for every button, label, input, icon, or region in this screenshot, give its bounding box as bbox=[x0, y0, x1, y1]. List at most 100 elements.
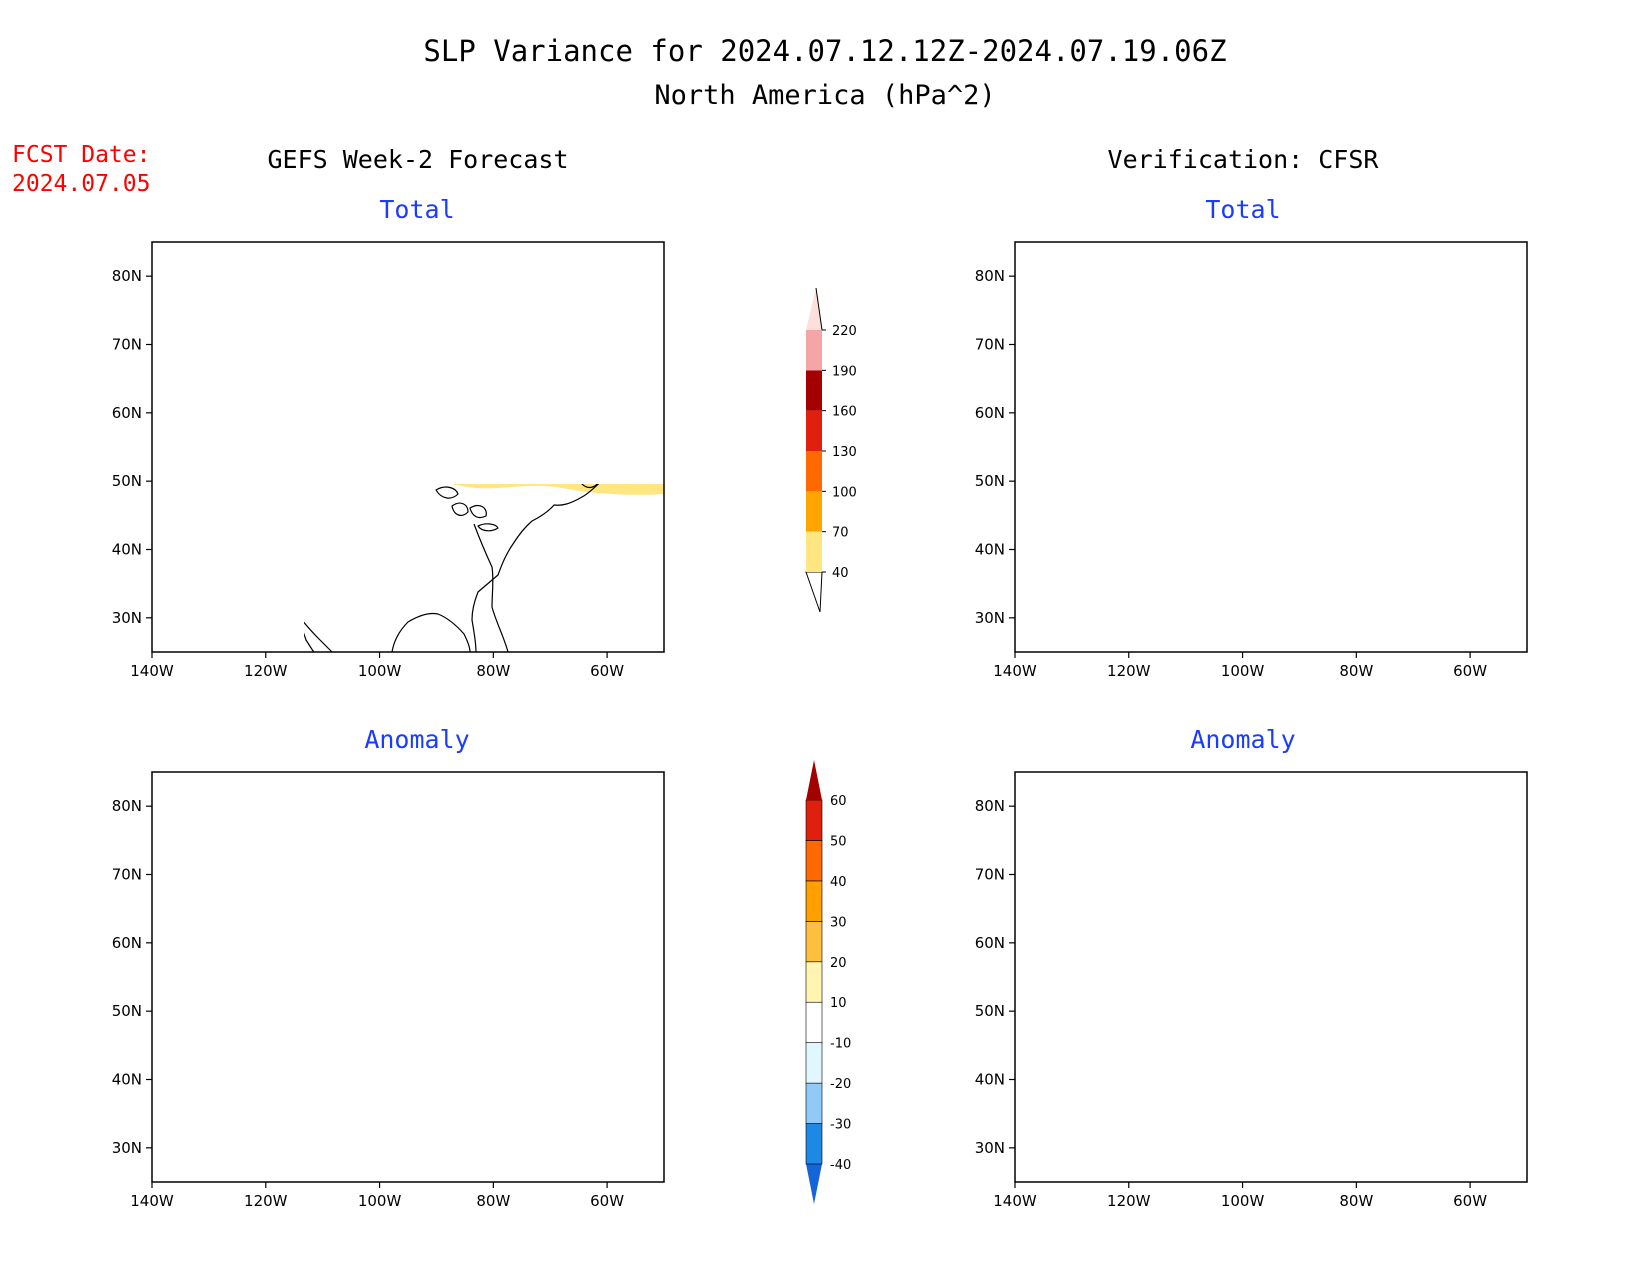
colorbar-anomaly-label: -40 bbox=[830, 1158, 851, 1173]
lon-tick-label: 120W bbox=[244, 1192, 288, 1210]
shade-verif-total-d bbox=[1235, 299, 1325, 313]
colorbar-anomaly-box bbox=[805, 1123, 823, 1165]
colorbar-anomaly: -40 -30 -20 -10 10 20 30 40 50 60 bbox=[805, 760, 851, 1204]
colorbar-total-label: 100 bbox=[832, 485, 857, 500]
colorbar-anomaly-label: -30 bbox=[830, 1118, 851, 1133]
lon-tick-label: 140W bbox=[130, 662, 174, 680]
colorbar-anomaly-label: 20 bbox=[830, 956, 847, 971]
colorbar-anomaly-label: -10 bbox=[830, 1037, 851, 1052]
left-column-heading: GEFS Week-2 Forecast bbox=[267, 145, 568, 174]
colorbar-total-label: 190 bbox=[832, 364, 857, 379]
lat-tick-label: 30N bbox=[975, 1139, 1005, 1157]
colorbar-anomaly-box bbox=[805, 1042, 823, 1084]
colorbar-total-label: 70 bbox=[832, 526, 849, 541]
lon-tick-label: 120W bbox=[244, 662, 288, 680]
shade-fcst-anom-neg bbox=[376, 1058, 384, 1065]
shade-verif-total-c bbox=[1467, 395, 1489, 400]
colorbar-total-box bbox=[806, 451, 822, 492]
lon-tick-label: 80W bbox=[476, 1192, 510, 1210]
lat-tick-label: 70N bbox=[975, 866, 1005, 884]
map-panel-verif-anomaly bbox=[1014, 771, 1528, 1183]
lat-tick-label: 50N bbox=[112, 472, 142, 490]
shade-verif-anom-pos-c bbox=[1051, 859, 1170, 907]
lat-tick-label: 40N bbox=[975, 541, 1005, 559]
panel-subtitle-verif-anomaly: Anomaly bbox=[1190, 725, 1295, 754]
colorbar-anomaly-upper-extension bbox=[806, 760, 822, 800]
lat-tick-label: 50N bbox=[112, 1002, 142, 1020]
colorbar-anomaly-box bbox=[805, 961, 823, 1003]
fcst-date-value: 2024.07.05 bbox=[12, 171, 150, 197]
colorbar-anomaly-label: -20 bbox=[830, 1077, 851, 1092]
lat-tick-label: 30N bbox=[112, 1139, 142, 1157]
lat-tick-label: 80N bbox=[975, 797, 1005, 815]
shade-verif-anom-neg-20-c bbox=[1381, 959, 1502, 1027]
colorbar-total-label: 40 bbox=[832, 566, 849, 581]
lat-tick-label: 30N bbox=[112, 609, 142, 627]
lon-tick-label: 60W bbox=[590, 1192, 624, 1210]
shade-verif-total-a bbox=[1035, 296, 1413, 395]
lon-tick-label: 60W bbox=[1453, 1192, 1487, 1210]
lat-tick-label: 60N bbox=[112, 404, 142, 422]
lon-tick-label: 80W bbox=[1339, 662, 1373, 680]
colorbar-anomaly-lower-extension bbox=[806, 1164, 822, 1204]
colorbar-anomaly-label: 10 bbox=[830, 996, 847, 1011]
lat-tick-label: 50N bbox=[975, 1002, 1005, 1020]
colorbar-total-label: 130 bbox=[832, 445, 857, 460]
main-subtitle: North America (hPa^2) bbox=[654, 80, 995, 111]
lon-tick-label: 80W bbox=[476, 662, 510, 680]
shade-verif-anom-neg-10-b bbox=[1467, 874, 1489, 887]
right-column-heading: Verification: CFSR bbox=[1108, 145, 1380, 174]
colorbar-anomaly-label: 50 bbox=[830, 834, 847, 849]
shade-verif-anom-pos-f bbox=[1401, 901, 1425, 915]
lon-tick-label: 100W bbox=[1221, 1192, 1265, 1210]
lon-tick-label: 140W bbox=[130, 1192, 174, 1210]
main-title: SLP Variance for 2024.07.12.12Z-2024.07.… bbox=[423, 34, 1226, 68]
lon-tick-label: 140W bbox=[993, 662, 1037, 680]
map-panel-verif-total bbox=[1014, 241, 1528, 653]
panel-subtitle-verif-total: Total bbox=[1205, 195, 1280, 224]
lon-tick-label: 100W bbox=[358, 1192, 402, 1210]
colorbar-anomaly-box bbox=[805, 1001, 823, 1043]
colorbar-anomaly-box bbox=[805, 880, 823, 922]
shade-fcst-anom-20-30 bbox=[407, 925, 556, 973]
map-panel-fcst-anomaly bbox=[151, 771, 665, 1183]
lat-tick-label: 30N bbox=[975, 609, 1005, 627]
colorbar-anomaly-box bbox=[805, 799, 823, 841]
colorbar-total-box bbox=[806, 531, 822, 572]
colorbar-total-lower-extension bbox=[805, 571, 823, 613]
shade-verif-anom-pos-b bbox=[1194, 811, 1443, 859]
shade-verif-anom-neg-20-d bbox=[1057, 994, 1066, 1002]
lon-tick-label: 120W bbox=[1107, 1192, 1151, 1210]
colorbar-total-upper-extension bbox=[806, 288, 822, 330]
shade-verif-anom-pos-e bbox=[1015, 1047, 1033, 1069]
colorbar-anomaly-box bbox=[805, 921, 823, 963]
lat-tick-label: 70N bbox=[112, 866, 142, 884]
colorbar-total: 40 70 100 130 160 190 220 bbox=[805, 287, 857, 613]
lat-tick-label: 60N bbox=[975, 934, 1005, 952]
map-axes: 140W 120W 100W 80W 60W 80N 70N 60N 50N 40N 30N 140W… bbox=[112, 267, 1488, 1210]
colorbar-anomaly-label: 60 bbox=[830, 794, 847, 809]
shade-verif-anom-neg-20-a bbox=[1170, 933, 1298, 1005]
shade-verif-anom-pos-a bbox=[1015, 844, 1215, 921]
colorbar-total-box bbox=[806, 410, 822, 451]
colorbar-total-box bbox=[806, 330, 822, 371]
colorbar-anomaly-box bbox=[805, 1082, 823, 1124]
colorbar-anomaly-box bbox=[805, 840, 823, 882]
shade-fcst-anom-10-20 bbox=[262, 895, 664, 1003]
lat-tick-label: 50N bbox=[975, 472, 1005, 490]
fcst-date-label: FCST Date: bbox=[12, 142, 150, 168]
colorbar-anomaly-label: 40 bbox=[830, 875, 847, 890]
shade-fcst-total-40-70 bbox=[450, 484, 664, 495]
lat-tick-label: 60N bbox=[975, 404, 1005, 422]
lat-tick-label: 80N bbox=[975, 267, 1005, 285]
lat-tick-label: 70N bbox=[112, 336, 142, 354]
colorbar-anomaly-label: 30 bbox=[830, 915, 847, 930]
lat-tick-label: 80N bbox=[112, 797, 142, 815]
lat-tick-label: 40N bbox=[112, 541, 142, 559]
colorbar-total-extension-edge bbox=[815, 287, 823, 331]
colorbar-total-box bbox=[806, 491, 822, 532]
lon-tick-label: 60W bbox=[590, 662, 624, 680]
lon-tick-label: 60W bbox=[1453, 662, 1487, 680]
